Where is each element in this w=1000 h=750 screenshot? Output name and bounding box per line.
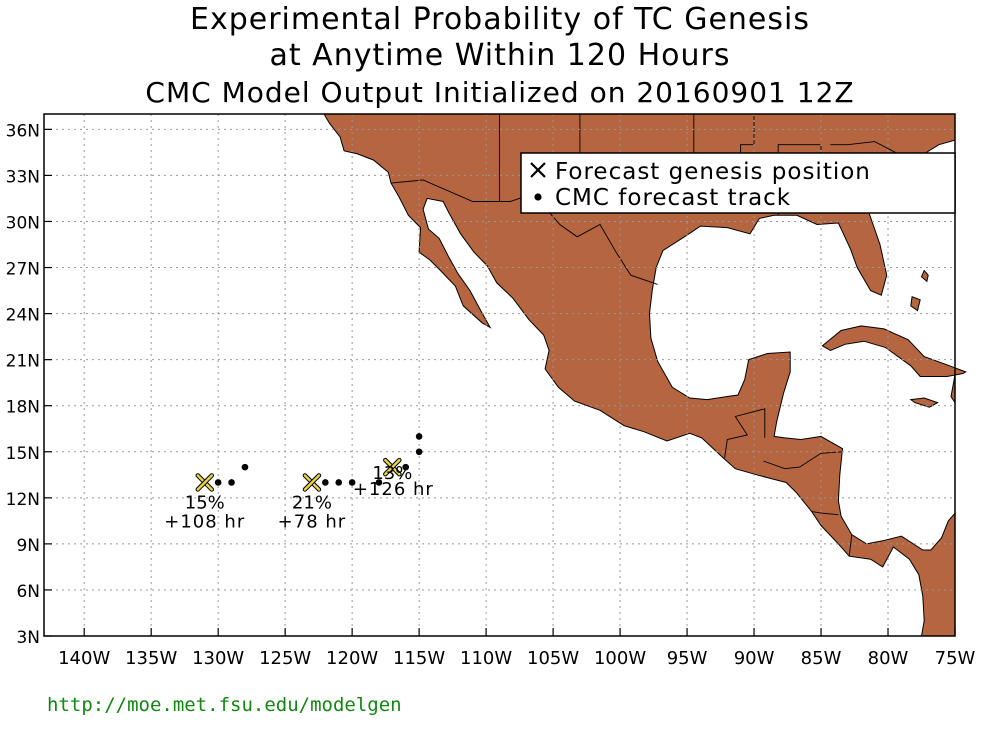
nicaragua-costa-rica-border [811,511,839,516]
genesis-x-icon [195,473,215,492]
lon-tick-label: 140W [58,648,110,669]
lon-tick-label: 120W [326,648,378,669]
legend-dot-icon [534,193,542,201]
track-dot [214,479,222,486]
track-dot [402,463,410,471]
track-dot [241,463,249,471]
lat-tick-label: 3N [16,628,40,648]
north-america-land [323,113,956,637]
lat-tick-label: 12N [6,490,40,510]
lon-tick-label: 115W [393,648,445,669]
genesis-x-icon [383,457,402,477]
forecast-system: 13%+126 hr [353,433,434,500]
lon-tick-label: 135W [125,648,177,669]
axis-ticks: 3N 6N 9N 12N 15N 18N 21N 24N 27N 30N 33N 36N 140W 135… [6,121,976,669]
forecast-system: 15%+108 hr [164,463,249,532]
track-dot [375,479,383,486]
lat-tick-label: 30N [6,213,40,233]
lat-tick-label: 27N [6,260,40,280]
legend-track-label: CMC forecast track [555,185,791,211]
forecast-system: 21%+78 hr [278,473,356,532]
probability-label: 15% [185,492,225,513]
probability-label: 21% [292,492,332,513]
lat-tick-label: 24N [6,306,40,326]
panama-border [848,534,853,557]
jamaica-island [909,397,939,408]
legend-box [520,152,956,214]
track-dot [348,479,356,486]
lead-time-label: +78 hr [278,511,347,532]
title-line-2: at Anytime Within 120 Hours [269,38,731,73]
us-mexico-border [390,179,658,285]
source-url-link[interactable]: http://moe.met.fsu.edu/modelgen [47,694,402,716]
legend-genesis-label: Forecast genesis position [555,159,871,185]
title-line-1: Experimental Probability of TC Genesis [190,2,810,37]
track-dot [228,479,235,486]
track-dot [415,448,423,456]
probability-label: 13% [372,463,412,484]
lon-tick-label: 105W [527,648,579,669]
lon-tick-label: 80W [868,648,909,669]
lon-tick-label: 130W [192,648,244,669]
lat-tick-label: 21N [6,352,40,372]
lon-tick-label: 90W [734,648,775,669]
lon-tick-label: 125W [259,648,311,669]
map-frame [43,113,956,637]
cuba-island [821,325,967,377]
lat-tick-label: 18N [6,398,40,418]
us-state-line-6 [830,141,902,156]
lon-tick-label: 75W [935,648,976,669]
lon-tick-label: 110W [460,648,512,669]
legend: Forecast genesis position CMC forecast t… [520,152,956,214]
lat-tick-label: 6N [16,582,40,602]
lon-tick-label: 100W [594,648,646,669]
track-dot [335,479,343,486]
genesis-x-icon [302,473,322,492]
lon-tick-label: 95W [667,648,708,669]
title-line-3: CMC Model Output Initialized on 20160901… [145,76,855,109]
lat-tick-label: 15N [6,444,40,464]
lat-tick-label: 36N [6,121,40,141]
bahamas-andros [910,296,921,312]
legend-x-icon [530,162,546,178]
mexico-guatemala-border [724,408,766,458]
bahamas-abaco [920,269,929,283]
lon-tick-label: 85W [801,648,842,669]
track-dot [322,479,329,486]
central-america-border [763,451,842,470]
lat-tick-label: 33N [6,167,40,187]
lead-time-label: +108 hr [164,511,245,532]
lead-time-label: +126 hr [353,479,434,500]
lat-tick-label: 9N [16,536,40,556]
track-dot [415,433,423,440]
